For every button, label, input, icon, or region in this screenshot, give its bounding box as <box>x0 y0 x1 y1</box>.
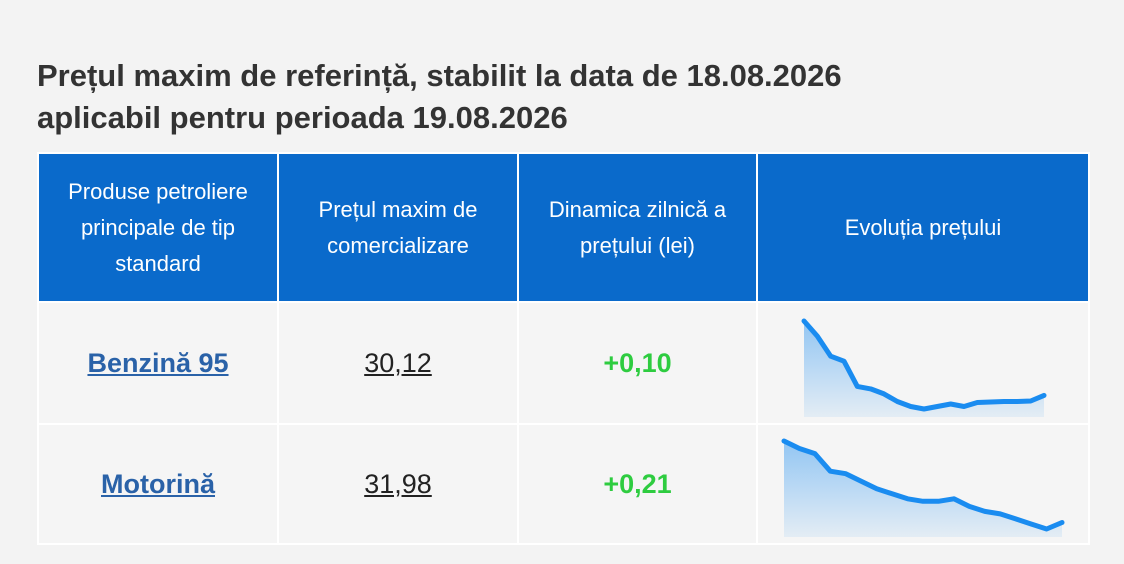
header-cell: Dinamica zilnică a prețului (lei) <box>517 152 758 303</box>
header-cell: Evoluția prețului <box>756 152 1090 303</box>
title-line: aplicabil pentru perioada 19.08.2026 <box>37 100 568 135</box>
sparkline-cell <box>756 423 1090 545</box>
header-row: Produse petroliere principale de tip sta… <box>37 152 1090 303</box>
product-cell: Benzină 95 <box>37 301 279 425</box>
sparkline-line <box>781 438 1065 532</box>
change-value: +0,10 <box>603 347 672 378</box>
table-row: Motorină 31,98 +0,21 <box>37 423 1090 545</box>
price-table: Produse petroliere principale de tip sta… <box>37 152 1090 545</box>
price-value: 31,98 <box>364 468 432 499</box>
change-value: +0,21 <box>603 468 672 499</box>
table-row: Benzină 95 30,12 +0,10 <box>37 301 1090 425</box>
sparkline <box>781 438 1065 537</box>
sparkline-line <box>801 318 1047 412</box>
header-cell: Produse petroliere principale de tip sta… <box>37 152 279 303</box>
sparkline <box>801 318 1047 417</box>
price-value: 30,12 <box>364 347 432 378</box>
product-link[interactable]: Motorină <box>101 468 215 499</box>
price-cell: 30,12 <box>277 301 519 425</box>
product-link[interactable]: Benzină 95 <box>87 347 229 378</box>
header-cell: Prețul maxim de comercializare <box>277 152 519 303</box>
page-title: Prețul maxim de referință, stabilit la d… <box>37 55 842 139</box>
sparkline-area <box>804 321 1044 417</box>
change-cell: +0,21 <box>517 423 758 545</box>
change-cell: +0,10 <box>517 301 758 425</box>
price-cell: 31,98 <box>277 423 519 545</box>
title-line: Prețul maxim de referință, stabilit la d… <box>37 58 842 93</box>
product-cell: Motorină <box>37 423 279 545</box>
sparkline-cell <box>756 301 1090 425</box>
table-body: Benzină 95 30,12 +0,10 Motorină 31,98 +0,21 <box>37 301 1090 545</box>
